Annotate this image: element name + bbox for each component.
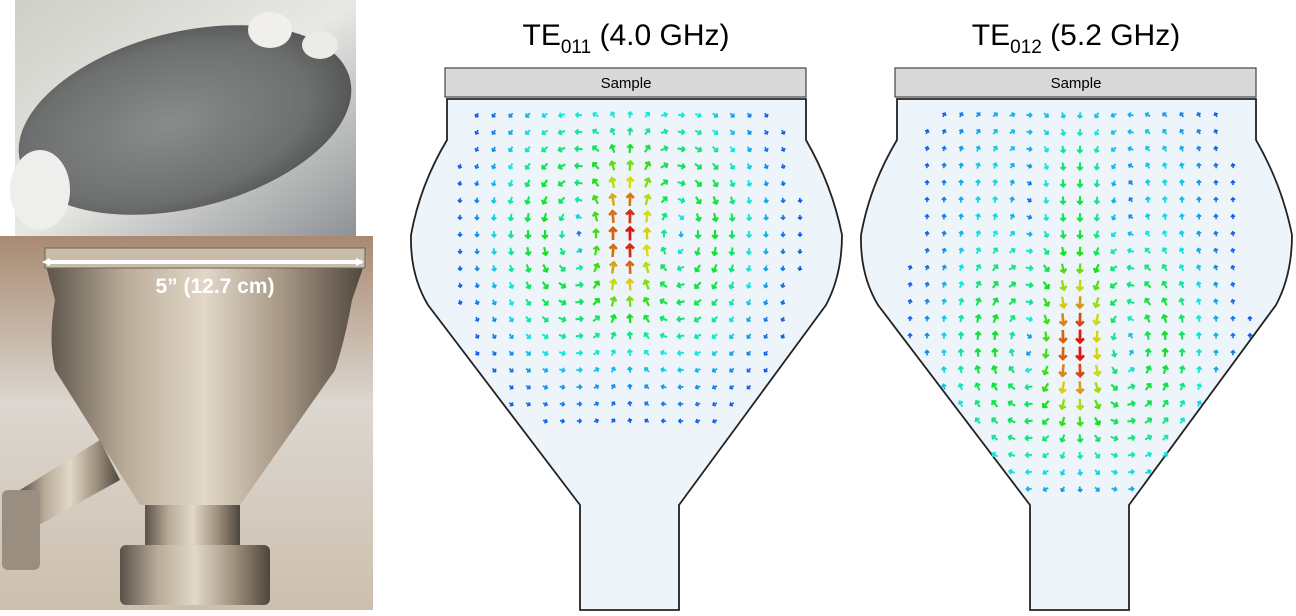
title-subscript: 012 — [1010, 37, 1042, 58]
sample-label: Sample — [601, 75, 652, 92]
field-arrows — [907, 111, 1253, 493]
cavity-outline — [410, 98, 843, 611]
sample-label: Sample — [1051, 75, 1102, 92]
title-mode: TE — [523, 19, 561, 52]
title-mode: TE — [972, 19, 1010, 52]
cavity-outline — [860, 98, 1293, 611]
cavity-photo: 5” (12.7 cm) — [0, 236, 373, 610]
panel-title: TE011 (4.0 GHz) — [523, 19, 730, 58]
panel-title: TE012 (5.2 GHz) — [972, 19, 1180, 58]
title-frequency: (4.0 GHz) — [591, 19, 729, 52]
dimension-label: 5” (12.7 cm) — [155, 275, 274, 298]
sample-box — [894, 67, 1257, 98]
field-arrows — [457, 110, 803, 424]
title-subscript: 011 — [561, 37, 591, 58]
sample-photo — [10, 0, 356, 236]
title-frequency: (5.2 GHz) — [1042, 19, 1180, 52]
simulation-panel: TE012 (5.2 GHz) Sample — [860, 19, 1293, 611]
simulation-panel: TE011 (4.0 GHz) Sample — [410, 19, 843, 611]
sample-box — [444, 67, 807, 98]
